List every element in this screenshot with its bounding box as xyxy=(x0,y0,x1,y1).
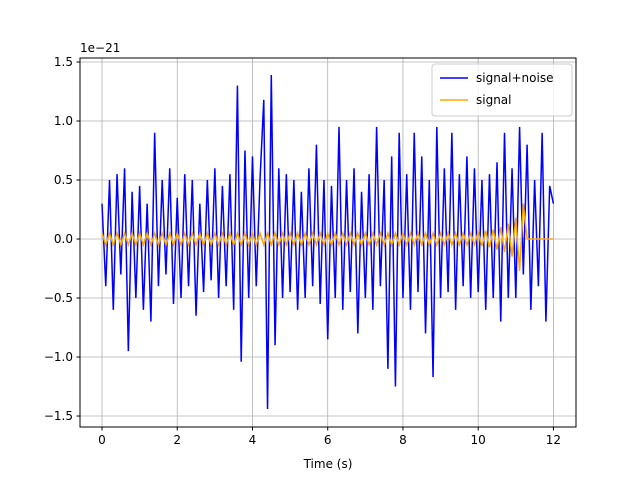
y-tick-label: 1.0 xyxy=(54,114,73,128)
legend-label: signal xyxy=(476,93,512,107)
plot-area xyxy=(101,74,555,409)
legend-box xyxy=(431,63,573,117)
x-tick-label: 0 xyxy=(98,433,106,447)
ticks: 0 2 4 6 8 10 12 −1.5 −1.0 −0.5 0.0 0.5 1.0 1.5 xyxy=(44,55,561,447)
legend-label: signal+noise xyxy=(476,71,553,85)
data-line xyxy=(101,74,555,409)
x-tick-label: 6 xyxy=(324,433,332,447)
y-tick-label: −1.5 xyxy=(44,409,73,423)
y-tick-label: 0.0 xyxy=(54,232,73,246)
x-axis-label: Time (s) xyxy=(303,457,353,471)
data-line xyxy=(101,203,554,271)
y-tick-label: 0.5 xyxy=(54,173,73,187)
y-tick-label: −0.5 xyxy=(44,291,73,305)
x-tick-label: 2 xyxy=(173,433,181,447)
x-tick-label: 8 xyxy=(399,433,407,447)
legend: signal+noise signal xyxy=(431,63,573,117)
offset-text: 1e−21 xyxy=(80,41,120,55)
y-tick-label: −1.0 xyxy=(44,350,73,364)
x-tick-label: 12 xyxy=(546,433,561,447)
x-tick-label: 10 xyxy=(471,433,486,447)
x-tick-label: 4 xyxy=(249,433,257,447)
y-tick-label: 1.5 xyxy=(54,55,73,69)
